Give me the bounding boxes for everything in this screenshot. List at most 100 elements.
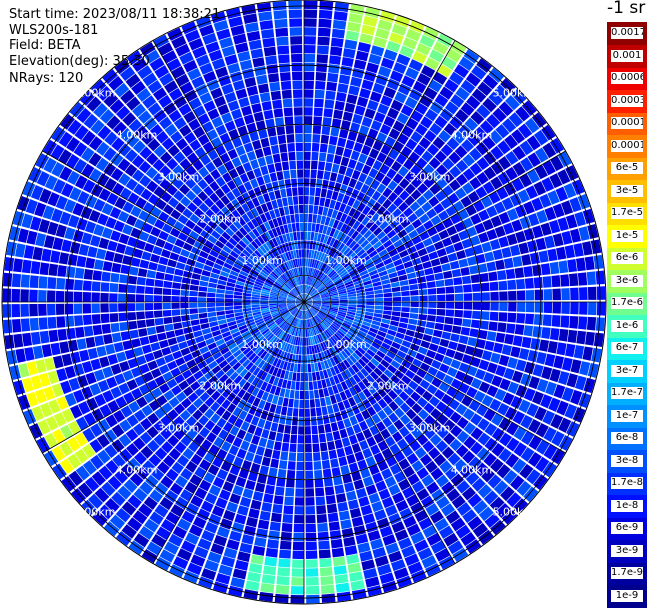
range-gate-cell bbox=[163, 317, 172, 324]
range-gate-cell bbox=[280, 541, 292, 550]
range-gate-cell bbox=[294, 205, 299, 214]
range-gate-cell bbox=[285, 389, 291, 398]
range-gate-cell bbox=[155, 318, 164, 326]
range-gate-cell bbox=[310, 187, 316, 196]
range-gate-cell bbox=[48, 264, 58, 276]
range-gate-cell bbox=[357, 299, 365, 302]
range-gate-cell bbox=[334, 155, 342, 165]
colorbar-tick-label: 0.00017 bbox=[611, 117, 643, 129]
range-gate-cell bbox=[331, 539, 343, 549]
range-gate-cell bbox=[53, 237, 64, 250]
range-gate-cell bbox=[384, 302, 392, 306]
range-gate-cell bbox=[268, 431, 276, 440]
range-gate-cell bbox=[330, 46, 342, 56]
range-gate-cell bbox=[408, 319, 417, 325]
range-gate-cell bbox=[328, 513, 339, 523]
range-gate-cell bbox=[300, 373, 304, 381]
range-gate-cell bbox=[292, 417, 298, 426]
range-gate-cell bbox=[191, 319, 200, 325]
range-gate-cell bbox=[244, 142, 254, 152]
range-gate-cell bbox=[482, 350, 492, 361]
range-gate-cell bbox=[291, 381, 296, 390]
range-gate-cell bbox=[596, 270, 605, 284]
range-gate-cell bbox=[472, 311, 481, 319]
range-gate-cell bbox=[551, 275, 560, 287]
range-gate-cell bbox=[570, 288, 579, 300]
range-gate-cell bbox=[53, 355, 64, 368]
range-gate-cell bbox=[354, 59, 367, 70]
range-gate-cell bbox=[162, 303, 170, 309]
range-gate-cell bbox=[344, 446, 353, 456]
range-gate-cell bbox=[337, 138, 346, 148]
range-gate-cell bbox=[154, 295, 162, 302]
range-gate-cell bbox=[578, 272, 587, 285]
range-gate-cell bbox=[296, 152, 303, 160]
range-gate-cell bbox=[384, 297, 392, 301]
range-gate-cell bbox=[112, 333, 122, 343]
range-gate-cell bbox=[189, 291, 198, 297]
range-gate-cell bbox=[171, 303, 179, 309]
range-gate-cell bbox=[325, 91, 335, 100]
range-gate-cell bbox=[258, 129, 268, 139]
range-gate-cell bbox=[33, 247, 43, 260]
range-gate-cell bbox=[302, 267, 304, 275]
range-gate-cell bbox=[299, 205, 303, 213]
range-gate-cell bbox=[286, 416, 292, 425]
range-gate-cell bbox=[298, 426, 304, 434]
range-gate-cell bbox=[297, 444, 304, 452]
range-gate-cell bbox=[11, 304, 20, 317]
range-gate-cell bbox=[488, 272, 497, 282]
range-gate-cell bbox=[348, 159, 357, 169]
range-gate-cell bbox=[256, 75, 268, 85]
range-gate-cell bbox=[256, 528, 268, 538]
range-gate-cell bbox=[119, 322, 128, 331]
range-gate-cell bbox=[173, 275, 182, 282]
range-gate-cell bbox=[47, 304, 56, 316]
range-gate-cell bbox=[261, 502, 272, 512]
range-gate-cell bbox=[298, 196, 303, 204]
range-gate-cell bbox=[320, 576, 333, 585]
range-gate-cell bbox=[301, 249, 303, 257]
range-gate-cell bbox=[313, 205, 318, 214]
range-gate-cell bbox=[262, 574, 276, 584]
range-gate-cell bbox=[216, 289, 225, 294]
range-gate-cell bbox=[119, 274, 128, 283]
range-gate-cell bbox=[56, 278, 65, 290]
range-gate-cell bbox=[207, 298, 215, 302]
range-gate-cell bbox=[127, 303, 136, 311]
range-gate-cell bbox=[47, 290, 56, 302]
range-gate-cell bbox=[325, 162, 333, 171]
range-gate-cell bbox=[142, 251, 152, 260]
range-gate-cell bbox=[298, 417, 304, 425]
range-gate-cell bbox=[244, 114, 255, 124]
range-gate-cell bbox=[444, 278, 453, 286]
range-gate-cell bbox=[335, 574, 349, 584]
range-gate-cell bbox=[265, 155, 273, 165]
range-gate-cell bbox=[243, 305, 251, 308]
range-gate-cell bbox=[247, 151, 256, 161]
range-gate-cell bbox=[333, 556, 346, 566]
range-gate-cell bbox=[305, 417, 311, 425]
range-gate-cell bbox=[456, 343, 466, 352]
range-gate-cell bbox=[249, 94, 260, 104]
range-gate-cell bbox=[350, 77, 362, 87]
range-gate-cell bbox=[234, 299, 242, 302]
range-gate-cell bbox=[305, 479, 313, 488]
range-gate-cell bbox=[259, 437, 268, 447]
range-gate-cell bbox=[329, 55, 341, 65]
range-gate-cell bbox=[99, 356, 110, 367]
range-gate-cell bbox=[472, 283, 481, 291]
range-gate-cell bbox=[299, 214, 303, 222]
range-gate-cell bbox=[279, 460, 287, 469]
range-gate-cell bbox=[38, 304, 47, 316]
range-gate-cell bbox=[490, 239, 501, 250]
range-gate-cell bbox=[323, 108, 333, 117]
range-gate-cell bbox=[316, 72, 327, 81]
range-gate-cell bbox=[312, 214, 317, 223]
range-gate-cell bbox=[516, 313, 525, 323]
range-gate-cell bbox=[276, 585, 290, 594]
range-gate-cell bbox=[312, 443, 319, 452]
range-gate-cell bbox=[295, 488, 304, 496]
range-gate-cell bbox=[346, 94, 357, 104]
range-gate-cell bbox=[154, 287, 163, 294]
